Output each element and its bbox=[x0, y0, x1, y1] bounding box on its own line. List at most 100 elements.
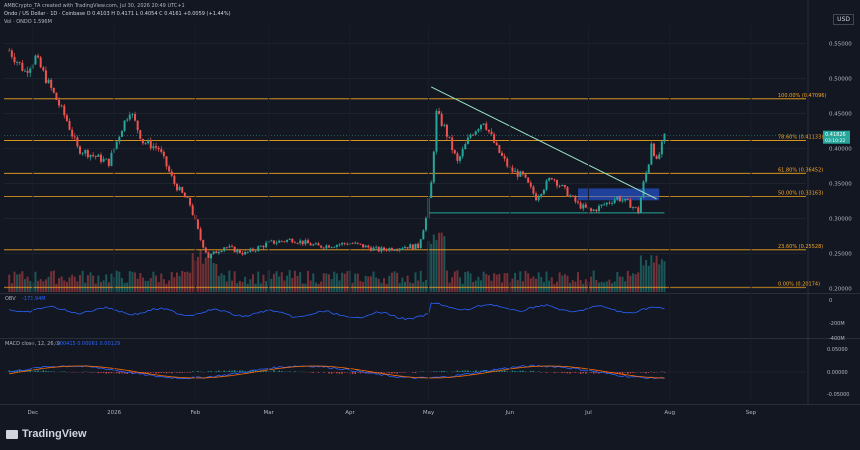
volume-bar bbox=[606, 281, 608, 292]
macd-histogram-bar bbox=[653, 372, 655, 373]
candle-body bbox=[485, 123, 487, 129]
candle-body bbox=[207, 252, 209, 257]
macd-histogram-bar bbox=[119, 372, 121, 374]
header-line-3: Vol · ONDO 1.596M bbox=[4, 19, 52, 25]
candle-body bbox=[553, 179, 555, 180]
macd-histogram-bar bbox=[108, 372, 110, 373]
price-tick-label: 0.25000 bbox=[829, 252, 852, 258]
candle-body bbox=[622, 201, 624, 202]
candle-body bbox=[116, 142, 118, 149]
candle-body bbox=[391, 248, 393, 250]
volume-bar bbox=[142, 278, 144, 292]
volume-bar bbox=[302, 284, 304, 292]
candle-body bbox=[323, 248, 325, 249]
volume-bar bbox=[165, 284, 167, 292]
obv-line bbox=[9, 303, 664, 320]
macd-histogram-bar bbox=[187, 372, 189, 373]
candle-body bbox=[593, 210, 595, 211]
volume-bar bbox=[370, 276, 372, 292]
volume-bar bbox=[561, 276, 563, 292]
candle-body bbox=[325, 245, 327, 248]
x-axis-tick-label: Aug bbox=[664, 410, 675, 416]
candle-body bbox=[66, 115, 68, 121]
volume-bar bbox=[197, 257, 199, 292]
volume-bar bbox=[522, 281, 524, 292]
candle-body bbox=[414, 244, 416, 249]
macd-histogram-bar bbox=[197, 371, 199, 372]
volume-bar bbox=[546, 271, 548, 292]
volume-bar bbox=[430, 244, 432, 292]
macd-histogram-bar bbox=[294, 371, 296, 372]
candle-body bbox=[383, 247, 385, 249]
candle-body bbox=[179, 187, 181, 190]
candle-body bbox=[653, 144, 655, 156]
volume-bar bbox=[40, 279, 42, 292]
candle-body bbox=[527, 178, 529, 183]
macd-histogram-bar bbox=[336, 372, 338, 373]
macd-histogram-bar bbox=[328, 372, 330, 373]
macd-histogram-bar bbox=[402, 372, 404, 373]
candle-body bbox=[663, 134, 665, 142]
candle-body bbox=[504, 156, 506, 159]
candle-body bbox=[260, 246, 262, 247]
candle-body bbox=[176, 184, 178, 190]
candle-body bbox=[262, 246, 264, 247]
macd-histogram-bar bbox=[538, 371, 540, 372]
volume-bar bbox=[336, 274, 338, 292]
candle-body bbox=[302, 241, 304, 245]
candle-body bbox=[63, 106, 65, 116]
candle-body bbox=[380, 247, 382, 251]
candle-body bbox=[126, 120, 128, 121]
candle-body bbox=[291, 239, 293, 242]
volume-bar bbox=[514, 273, 516, 292]
volume-bar bbox=[226, 281, 228, 292]
candle-body bbox=[608, 203, 610, 204]
candle-body bbox=[598, 206, 600, 211]
x-axis-tick-label: Jul bbox=[584, 410, 592, 416]
macd-histogram-bar bbox=[35, 371, 37, 372]
candle-body bbox=[546, 181, 548, 190]
macd-histogram-bar bbox=[462, 371, 464, 372]
candle-body bbox=[273, 240, 275, 243]
candle-body bbox=[307, 240, 309, 243]
candle-body bbox=[197, 219, 199, 228]
volume-bar bbox=[658, 264, 660, 292]
candle-body bbox=[454, 150, 456, 153]
macd-histogram-bar bbox=[90, 372, 92, 373]
macd-histogram-bar bbox=[635, 372, 637, 373]
candle-body bbox=[464, 144, 466, 149]
currency-selector[interactable]: USD bbox=[833, 14, 854, 25]
candle-body bbox=[173, 176, 175, 184]
macd-histogram-bar bbox=[168, 372, 170, 373]
candle-body bbox=[367, 246, 369, 248]
macd-histogram-bar bbox=[590, 372, 592, 373]
candle-body bbox=[501, 153, 503, 156]
macd-histogram-bar bbox=[281, 371, 283, 372]
macd-histogram-bar bbox=[478, 371, 480, 372]
candle-body bbox=[255, 251, 257, 252]
volume-bar bbox=[137, 279, 139, 292]
macd-histogram-bar bbox=[98, 372, 100, 373]
macd-histogram-bar bbox=[627, 372, 629, 374]
macd-histogram-bar bbox=[464, 370, 466, 372]
volume-bar bbox=[357, 274, 359, 292]
candle-body bbox=[362, 244, 364, 247]
candle-body bbox=[519, 171, 521, 176]
volume-bar bbox=[116, 271, 118, 292]
volume-bar bbox=[189, 273, 191, 292]
candle-body bbox=[152, 146, 154, 148]
candle-body bbox=[522, 171, 524, 174]
volume-bar bbox=[247, 284, 249, 292]
candle-body bbox=[131, 114, 133, 115]
candle-body bbox=[87, 150, 89, 157]
candle-body bbox=[315, 243, 317, 244]
volume-bar bbox=[656, 256, 658, 292]
macd-histogram-bar bbox=[92, 372, 94, 373]
obv-axis-label: 0 bbox=[829, 298, 832, 304]
candle-body bbox=[433, 152, 435, 183]
volume-bar bbox=[464, 272, 466, 292]
macd-histogram-bar bbox=[585, 372, 587, 374]
candle-body bbox=[643, 182, 645, 198]
